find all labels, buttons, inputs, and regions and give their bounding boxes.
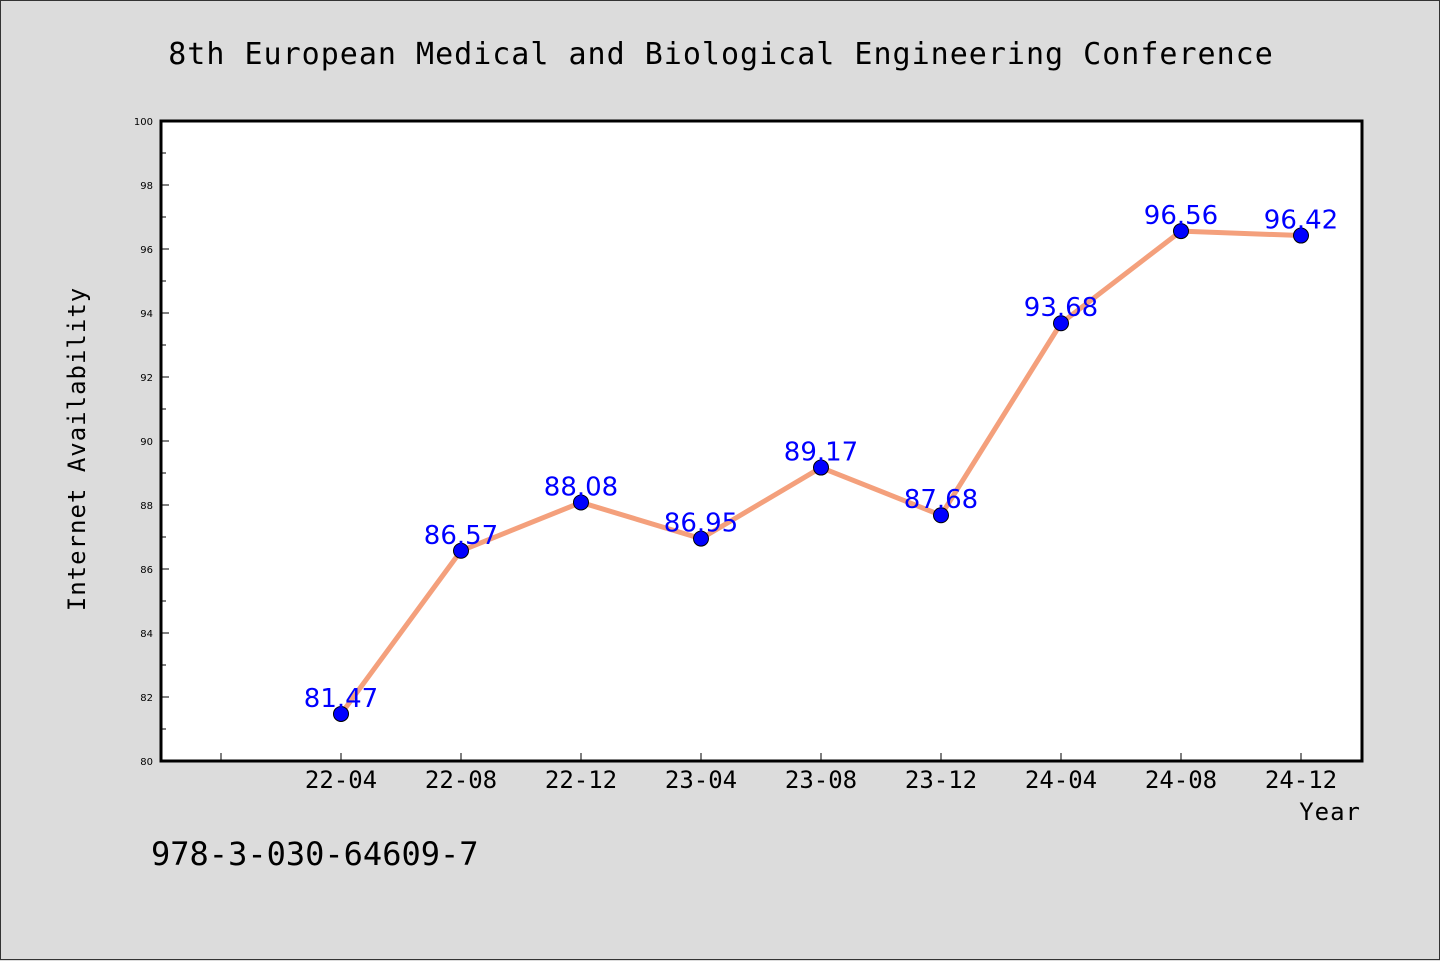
x-axis: 22-04 22-08 22-12 23-04 23-08 23-12 24-04 24-08… — [220, 753, 1337, 794]
x-axis-label: Year — [1299, 798, 1361, 826]
x-tick-label: 22-08 — [425, 766, 497, 794]
y-tick-label: 96 — [140, 245, 153, 256]
data-markers — [333, 223, 1309, 722]
y-axis: 80 82 84 86 88 90 92 94 96 98 100 — [134, 117, 169, 768]
isbn-text: 978-3-030-64609-7 — [151, 835, 479, 873]
x-tick-label: 23-12 — [905, 766, 977, 794]
y-tick-label: 86 — [140, 565, 153, 576]
plot-area — [159, 119, 1364, 763]
data-point-label: 89.17 — [784, 438, 858, 468]
data-point-label: 86.57 — [424, 521, 498, 551]
y-tick-label: 92 — [140, 373, 153, 384]
data-point-marker — [813, 459, 829, 476]
data-point-label: 93.68 — [1024, 293, 1098, 323]
x-tick-label: 24-04 — [1025, 766, 1097, 794]
x-tick-label: 22-04 — [305, 766, 377, 794]
x-tick-label: 23-04 — [665, 766, 737, 794]
y-tick-label: 80 — [140, 757, 153, 768]
y-tick-label: 84 — [140, 629, 153, 640]
x-tick-label: 23-08 — [785, 766, 857, 794]
data-point-marker — [333, 705, 349, 722]
data-point-marker — [933, 507, 949, 524]
data-point-label: 86.95 — [664, 509, 738, 539]
y-tick-label: 90 — [140, 437, 153, 448]
x-tick-label: 24-08 — [1145, 766, 1217, 794]
data-point-label: 81.47 — [304, 684, 378, 714]
data-point-marker — [693, 530, 709, 547]
x-tick-label: 22-12 — [545, 766, 617, 794]
data-point-label: 96.56 — [1144, 201, 1218, 231]
data-point-marker — [573, 494, 589, 511]
data-point-label: 88.08 — [544, 472, 618, 502]
chart-title: 8th European Medical and Biological Engi… — [168, 37, 1274, 72]
data-point-label: 96.42 — [1264, 206, 1338, 236]
y-tick-label: 98 — [140, 181, 153, 192]
data-labels: 81.47 86.57 88.08 86.95 89.17 87.68 93.68 96.56… — [304, 201, 1338, 714]
y-tick-label: 94 — [140, 309, 153, 320]
y-tick-label: 82 — [140, 693, 153, 704]
data-point-label: 87.68 — [904, 485, 978, 515]
data-point-marker — [1173, 223, 1189, 240]
y-tick-label: 88 — [140, 501, 153, 512]
data-point-marker — [1293, 227, 1309, 244]
x-tick-label: 24-12 — [1265, 766, 1337, 794]
y-tick-label: 100 — [134, 117, 153, 128]
data-point-marker — [1053, 315, 1069, 332]
y-axis-label: Internet Availability — [63, 287, 91, 611]
data-point-marker — [453, 542, 469, 559]
